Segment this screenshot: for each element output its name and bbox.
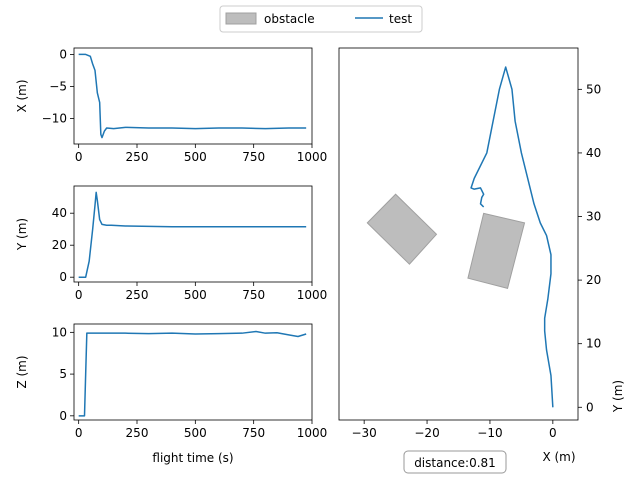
y-tick-label: 10 [586, 337, 601, 351]
distance-text: distance:0.81 [414, 456, 496, 470]
legend-test-label: test [389, 12, 412, 26]
panel-trajectory-frame [338, 47, 579, 421]
x-tick-label: 250 [126, 150, 149, 164]
panel-trajectory-obstacles [366, 193, 526, 289]
panel-trajectory: −30 −20 −10 0 0 10 20 30 40 50 X (m) Y (m) [338, 47, 625, 464]
x-tick-label: 750 [242, 288, 265, 302]
panel-y-time-frame [73, 185, 313, 283]
x-tick-label: 250 [126, 426, 149, 440]
panel-y-time-xticks: 0 250 500 750 1000 [75, 282, 327, 302]
series-line [78, 53, 307, 139]
legend: obstacle test [219, 5, 423, 33]
x-tick-label: −10 [477, 426, 502, 440]
distance-box [403, 450, 507, 474]
y-tick-label: 30 [586, 210, 601, 224]
x-tick-label: 250 [126, 288, 149, 302]
y-tick-label: −5 [49, 79, 67, 93]
x-tick-label: 0 [75, 150, 83, 164]
panel-z-time: 0 250 500 750 1000 0 5 10 Z (m) flight time (s… [15, 323, 327, 465]
panel-y-time-yticks: 0 20 40 [52, 206, 74, 284]
panel-z-time-frame [73, 323, 313, 421]
x-tick-label: 750 [242, 150, 265, 164]
x-tick-label: 500 [184, 288, 207, 302]
y-tick-label: 40 [52, 206, 67, 220]
y-tick-label: 50 [586, 82, 601, 96]
panel-x-time-ylabel: X (m) [15, 79, 29, 112]
y-tick-label: 5 [59, 367, 67, 381]
x-tick-label: 0 [75, 426, 83, 440]
panel-y-time-ylabel: Y (m) [15, 218, 29, 251]
panel-x-time-series [78, 53, 307, 139]
panel-x-time-yticks: 0 −5 −10 [42, 47, 74, 125]
y-tick-label: 0 [59, 47, 67, 61]
panel-z-time-yticks: 0 5 10 [52, 325, 74, 423]
legend-frame [219, 5, 423, 33]
legend-obstacle-swatch [225, 12, 257, 25]
y-tick-label: 10 [52, 325, 67, 339]
y-tick-label: 0 [59, 270, 67, 284]
obstacle-polygon [366, 193, 438, 265]
y-tick-label: 20 [586, 273, 601, 287]
series-line [78, 330, 307, 417]
panel-x-time: 0 250 500 750 1000 0 −5 −10 X (m) [15, 47, 327, 164]
panel-z-time-xlabel: flight time (s) [152, 451, 233, 465]
panel-y-time: 0 250 500 750 1000 0 20 40 Y (m) [15, 185, 327, 302]
panel-y-time-series [78, 191, 307, 278]
panel-z-time-series [78, 330, 307, 417]
panel-trajectory-ylabel: Y (m) [611, 380, 625, 413]
x-tick-label: 1000 [297, 426, 328, 440]
x-tick-label: 0 [75, 288, 83, 302]
panel-x-time-frame [73, 47, 313, 145]
y-tick-label: 0 [586, 400, 594, 414]
y-tick-label: 40 [586, 146, 601, 160]
x-tick-label: 0 [549, 426, 557, 440]
panel-z-time-ylabel: Z (m) [15, 355, 29, 388]
x-tick-label: 750 [242, 426, 265, 440]
x-tick-label: −30 [351, 426, 376, 440]
x-tick-label: 500 [184, 426, 207, 440]
x-tick-label: −20 [414, 426, 439, 440]
panel-z-time-xticks: 0 250 500 750 1000 [75, 420, 327, 440]
panel-trajectory-yticks: 0 10 20 30 40 50 [578, 82, 601, 414]
y-tick-label: 20 [52, 238, 67, 252]
panel-trajectory-xticks: −30 −20 −10 0 [351, 420, 557, 440]
panel-trajectory-series [470, 66, 554, 408]
series-line [78, 191, 307, 278]
y-tick-label: −10 [42, 111, 67, 125]
legend-obstacle-label: obstacle [264, 12, 315, 26]
x-tick-label: 500 [184, 150, 207, 164]
y-tick-label: 0 [59, 409, 67, 423]
panel-x-time-xticks: 0 250 500 750 1000 [75, 144, 327, 164]
panel-trajectory-xlabel: X (m) [542, 450, 575, 464]
distance-annotation: distance:0.81 [403, 450, 507, 474]
x-tick-label: 1000 [297, 288, 328, 302]
x-tick-label: 1000 [297, 150, 328, 164]
series-line [470, 66, 554, 408]
obstacle-polygon [467, 212, 526, 289]
